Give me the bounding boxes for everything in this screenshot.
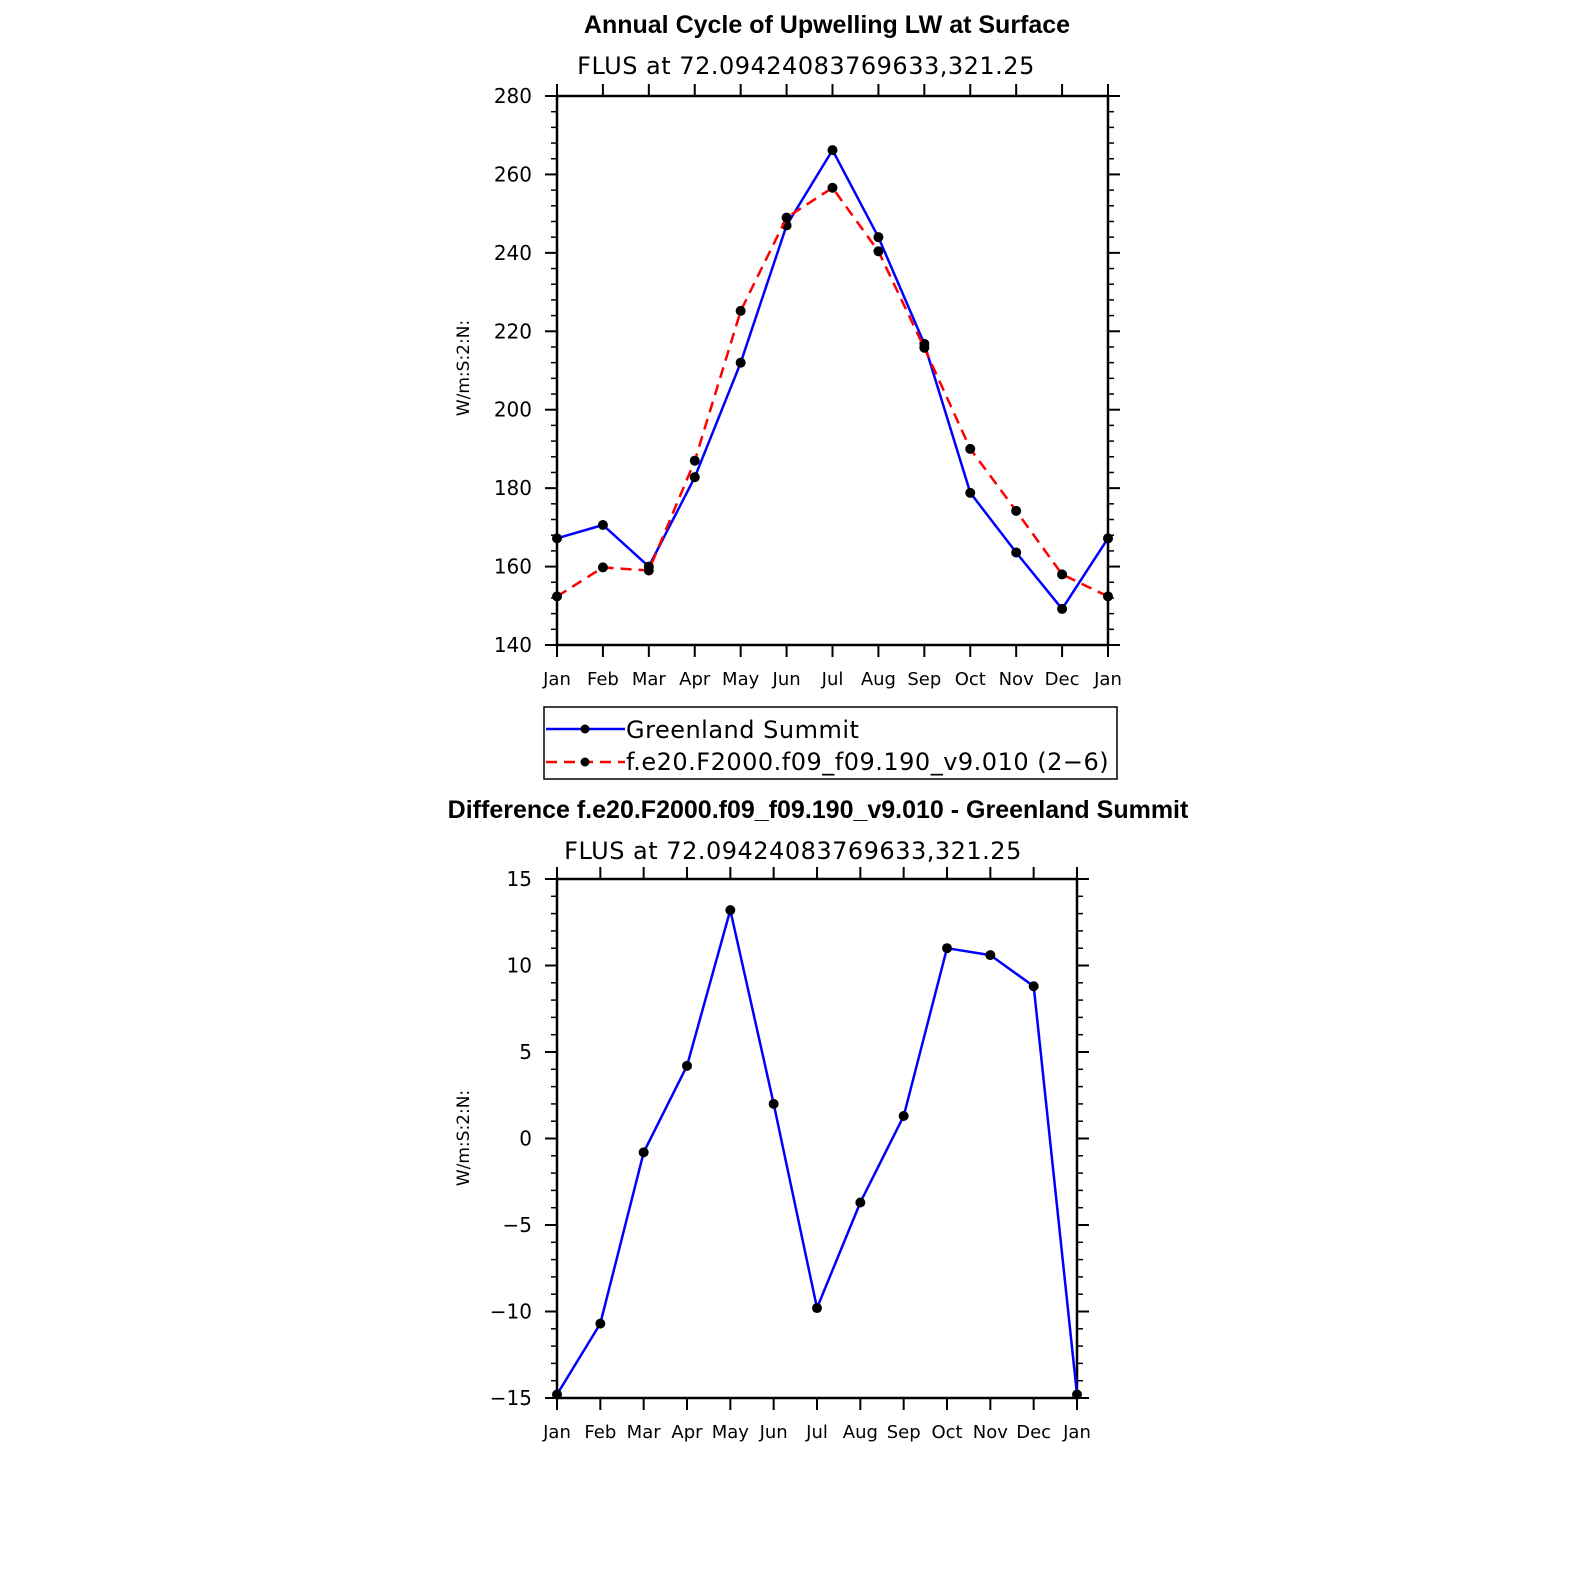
x-tick-label: Aug xyxy=(861,669,896,690)
y-tick-label: 220 xyxy=(494,319,532,343)
x-tick-label: Feb xyxy=(584,1422,616,1443)
y-tick-label: 140 xyxy=(494,633,532,657)
chart1-title: Annual Cycle of Upwelling LW at Surface xyxy=(584,11,1070,39)
x-tick-label: Apr xyxy=(679,669,711,690)
series-line-1 xyxy=(556,148,1110,611)
chart2-plot: −15 −10 −5 0 5 10 15 Jan Feb Mar Apr May Jun Jul Aug Se… xyxy=(490,867,1091,1443)
series-1-point xyxy=(942,943,952,954)
series-1-point xyxy=(1011,547,1022,558)
series-1-point xyxy=(638,1147,649,1158)
chart2-subtitle: FLUS at 72.09424083769633,321.25 xyxy=(564,837,1022,865)
x-tick-label: Jul xyxy=(821,669,844,690)
series-1-point xyxy=(552,1389,562,1400)
series-2-point xyxy=(873,246,884,257)
series-2-point xyxy=(781,212,792,223)
x-tick-label: Jun xyxy=(759,1422,788,1443)
series-1-point xyxy=(873,232,884,243)
y-tick-label: 240 xyxy=(494,241,532,265)
series-1-point xyxy=(689,472,700,483)
series-2-point xyxy=(597,562,608,573)
series-2-point xyxy=(919,342,930,353)
x-tick-label: Oct xyxy=(955,669,986,690)
x-tick-label: Jan xyxy=(1062,1422,1091,1443)
x-tick-label: Jan xyxy=(542,1422,571,1443)
legend-label-series-1: Greenland Summit xyxy=(626,716,859,744)
series-line-2 xyxy=(556,186,1109,598)
x-tick-label: May xyxy=(712,1422,750,1443)
series-1-point xyxy=(735,357,746,368)
x-tick-label: Jan xyxy=(542,669,571,690)
x-tick-label: Aug xyxy=(843,1422,878,1443)
y-tick-label: 180 xyxy=(494,476,532,500)
chart2-title: Difference f.e20.F2000.f09_f09.190_v9.01… xyxy=(448,796,1189,824)
y-tick-label: −5 xyxy=(503,1213,532,1237)
series-2-point xyxy=(1103,591,1113,602)
series-1-point xyxy=(1103,533,1113,544)
series-1-point xyxy=(1072,1389,1082,1400)
series-1-point xyxy=(682,1060,692,1071)
y-tick-label: 280 xyxy=(494,84,532,108)
y-tick-label: 5 xyxy=(519,1040,532,1064)
series-1-point xyxy=(552,533,562,544)
y-tick-label: −10 xyxy=(490,1300,532,1324)
y-tick-label: 15 xyxy=(507,867,532,891)
series-1-point xyxy=(597,520,608,531)
chart1-ylabel: W/m:S:2:N: xyxy=(454,320,474,416)
series-2-point xyxy=(689,455,700,466)
series-1-point xyxy=(827,145,838,156)
y-tick-label: 160 xyxy=(494,555,532,579)
x-tick-label: Sep xyxy=(887,1422,921,1443)
series-1-point xyxy=(898,1111,909,1122)
x-tick-label: Nov xyxy=(999,669,1034,690)
chart1-legend: Greenland Summit f.e20.F2000.f09_f09.190… xyxy=(543,706,1118,780)
series-1-point xyxy=(985,950,996,961)
x-tick-label: Mar xyxy=(627,1422,662,1443)
x-tick-label: Jun xyxy=(772,669,801,690)
y-tick-label: 10 xyxy=(507,954,532,978)
y-tick-label: −15 xyxy=(490,1386,532,1410)
chart2-ylabel: W/m:S:2:N: xyxy=(454,1090,474,1186)
series-2-point xyxy=(827,182,838,193)
series-2-point xyxy=(1057,569,1068,580)
x-tick-label: Nov xyxy=(973,1422,1008,1443)
series-1-point xyxy=(725,905,736,916)
series-1-point xyxy=(1028,981,1039,992)
x-tick-label: Jan xyxy=(1093,669,1122,690)
x-tick-label: May xyxy=(722,669,760,690)
chart1-plot: 140 160 180 200 220 240 260 280 Jan Feb Mar Apr May J… xyxy=(494,84,1122,690)
series-2-point xyxy=(735,305,746,316)
x-tick-label: Mar xyxy=(632,669,667,690)
series-2-point xyxy=(1011,505,1022,516)
plot-frame xyxy=(555,877,1079,1400)
series-1-point xyxy=(855,1197,866,1208)
series-1-point xyxy=(595,1318,606,1329)
x-tick-label: Dec xyxy=(1016,1422,1051,1443)
chart1-subtitle: FLUS at 72.09424083769633,321.25 xyxy=(577,52,1035,80)
series-1-point xyxy=(1057,603,1068,614)
series-1-point xyxy=(768,1098,779,1109)
x-tick-label: Jul xyxy=(805,1422,828,1443)
y-tick-label: 200 xyxy=(494,398,532,422)
x-tick-label: Feb xyxy=(587,669,619,690)
series-1-point xyxy=(812,1303,822,1314)
legend-marker-series-1 xyxy=(580,724,590,734)
series-2-point xyxy=(965,443,976,454)
y-tick-label: 0 xyxy=(519,1127,532,1151)
x-tick-label: Oct xyxy=(931,1422,962,1443)
y-tick-label: 260 xyxy=(494,162,532,186)
series-2-point xyxy=(552,591,562,602)
series-line-1 xyxy=(555,908,1079,1396)
legend-box xyxy=(543,706,1118,780)
series-2-point xyxy=(643,565,654,576)
series-1-point xyxy=(965,487,976,498)
legend-marker-series-2 xyxy=(580,757,590,767)
legend-label-series-2: f.e20.F2000.f09_f09.190_v9.010 (2−6) xyxy=(626,748,1109,776)
x-tick-label: Apr xyxy=(671,1422,703,1443)
x-tick-label: Dec xyxy=(1045,669,1080,690)
x-tick-label: Sep xyxy=(907,669,941,690)
